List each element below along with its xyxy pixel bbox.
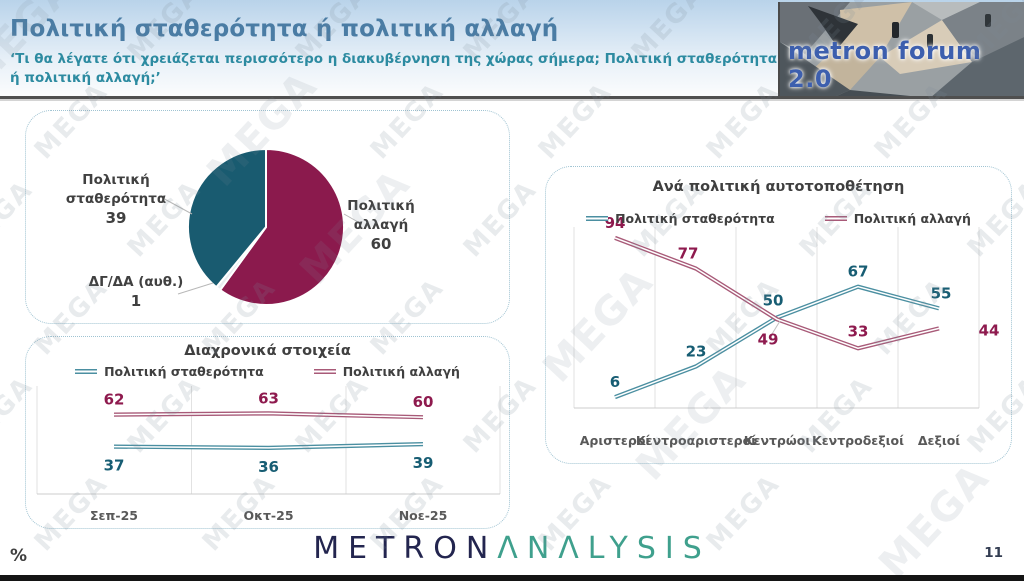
page-subtitle: ‘Τι θα λέγατε ότι χρειάζεται περισσότερο… [10, 51, 778, 86]
pie-label-stability-name: Πολιτική σταθερότητα [65, 172, 167, 207]
value-label: 39 [413, 454, 434, 472]
legend-label-stability: Πολιτική σταθερότητα [615, 211, 775, 226]
placement-chart-legend: Πολιτική σταθερότητα Πολιτική αλλαγή [546, 211, 1011, 226]
value-label: 6 [610, 373, 620, 391]
label-leader-line [771, 320, 781, 335]
series-line-inner [113, 443, 424, 449]
page-number: 11 [984, 545, 1003, 561]
legend-item-stability: Πολιτική σταθερότητα [75, 364, 264, 379]
series-line-inner [614, 237, 940, 350]
change-line-swatch [313, 369, 336, 374]
category-label: Αριστεροί [580, 433, 651, 448]
pie-slice [187, 148, 267, 289]
pie-label-change-value: 60 [370, 235, 392, 253]
value-label: 37 [104, 457, 125, 475]
stability-line-swatch [586, 216, 609, 221]
pie-label-change-name: Πολιτική αλλαγή [347, 198, 415, 233]
value-label: 36 [258, 458, 279, 476]
legend-label-change: Πολιτική αλλαγή [853, 211, 971, 226]
trend-line-chart: 37 36 39 62 63 60 Σεπ-25 Οκτ-25 Νοε-25 [36, 386, 501, 523]
value-label: 44 [979, 321, 1000, 339]
placement-line-chart: 6 23 50 67 55 94 77 49 33 44 ΑριστεροίΚεντροαριστε… [573, 214, 1000, 448]
header-divider-shadow [0, 99, 1024, 101]
logo-metron: METRON [313, 531, 498, 566]
pie-leader-line [177, 282, 214, 295]
value-label: 55 [931, 284, 952, 302]
forum-logo-text: metron forum 2.0 [788, 37, 982, 93]
pie-leader-line [158, 195, 193, 215]
value-label: 49 [758, 330, 779, 348]
legend-item-change: Πολιτική αλλαγή [824, 211, 971, 226]
value-label: 50 [763, 292, 784, 310]
series-line-inner [113, 412, 424, 418]
placement-chart-card: Ανά πολιτική αυτοτοποθέτηση Πολιτική στα… [545, 166, 1012, 464]
trend-chart-title: Διαχρονικά στοιχεία [184, 343, 351, 359]
pie-label-dkda-value: 1 [130, 292, 142, 310]
value-label: 77 [678, 245, 699, 263]
pie-label-dkda: ΔΓ/ΔΑ (αυθ.) 1 [56, 273, 216, 312]
pie-chart-card: Πολιτική σταθερότητα 39 Πολιτική αλλαγή … [25, 110, 510, 324]
legend-item-stability: Πολιτική σταθερότητα [586, 211, 775, 226]
value-label: 94 [605, 214, 626, 232]
legend-label-stability: Πολιτική σταθερότητα [104, 364, 264, 379]
legend-label-change: Πολιτική αλλαγή [342, 364, 460, 379]
change-line-swatch [824, 216, 847, 221]
category-label: Δεξιοί [918, 433, 960, 448]
pie-label-dkda-name: ΔΓ/ΔΑ (αυθ.) [88, 274, 184, 290]
percent-sign: % [10, 546, 28, 566]
category-label: Σεπ-25 [90, 508, 138, 523]
header-divider [0, 96, 1024, 99]
pie-label-stability: Πολιτική σταθερότητα 39 [41, 171, 191, 229]
forum-photo-mosaic [780, 2, 1024, 98]
value-label: 33 [848, 322, 869, 340]
trend-chart-legend: Πολιτική σταθερότητα Πολιτική αλλαγή [26, 364, 509, 379]
pie-label-change: Πολιτική αλλαγή 60 [331, 197, 431, 255]
category-label: Κεντροαριστεροί [636, 433, 756, 448]
value-label: 63 [258, 389, 279, 407]
value-label: 23 [686, 342, 707, 360]
metron-analysis-logo: METRONΛNΛLYSIS [0, 531, 1024, 566]
pie-chart [158, 148, 359, 306]
category-label: Κεντροδεξιοί [812, 433, 904, 448]
value-label: 60 [413, 393, 434, 411]
legend-item-change: Πολιτική αλλαγή [313, 364, 460, 379]
pie-label-stability-value: 39 [105, 209, 127, 227]
trend-chart-card: Διαχρονικά στοιχεία Πολιτική σταθερότητα… [25, 336, 510, 529]
logo-analysis: ΛNΛLYSIS [497, 531, 711, 566]
pie-slice [219, 148, 346, 306]
category-label: Νοε-25 [399, 508, 448, 523]
page-title: Πολιτική σταθερότητα ή πολιτική αλλαγή [10, 16, 559, 42]
category-label: Οκτ-25 [243, 508, 293, 523]
placement-chart-title: Ανά πολιτική αυτοτοποθέτηση [652, 179, 905, 195]
value-label: 62 [104, 391, 125, 409]
category-label: Κεντρώοι [744, 433, 811, 448]
bottom-bar [0, 575, 1024, 581]
pie-leader-line [343, 213, 359, 223]
value-label: 67 [848, 263, 869, 281]
stability-line-swatch [75, 369, 98, 374]
metron-forum-logo: metron forum 2.0 [778, 2, 1024, 98]
